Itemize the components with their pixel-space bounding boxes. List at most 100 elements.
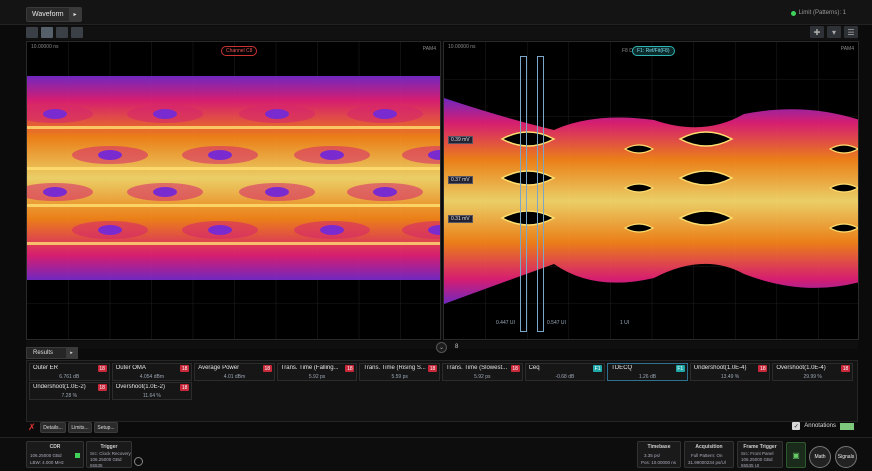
- results-tab-arrow-icon[interactable]: ▸: [66, 347, 77, 359]
- measurement-value: 13.49 %: [720, 374, 740, 380]
- results-panel: Outer ER 18 6.761 dB Outer OMA 18 4.054 dBm Av…: [26, 360, 858, 422]
- source-badge[interactable]: 18: [180, 384, 190, 391]
- measurement-value: 11.64 %: [142, 393, 161, 399]
- eye-center: [43, 187, 67, 197]
- channel-badge-right[interactable]: F1: Ref/Fit(F8): [632, 46, 675, 56]
- measurement-cell[interactable]: Outer OMA 18 4.054 dBm: [111, 363, 193, 381]
- measurement-name: Overshoot(1.0E-2): [115, 384, 165, 390]
- source-badge[interactable]: 18: [97, 365, 107, 372]
- measurement-value: 5.92 ps: [308, 374, 326, 380]
- measurement-name: Overshoot(1.0E-4): [776, 365, 826, 371]
- measurement-cell[interactable]: Average Power 18 4.01 dBm: [194, 363, 275, 381]
- trigger-title: Trigger: [100, 444, 118, 450]
- measurement-cell[interactable]: Ceq F1 -0.68 dB: [524, 363, 606, 381]
- source-badge[interactable]: 18: [180, 365, 190, 372]
- limits-button[interactable]: Limits...: [68, 422, 92, 433]
- source-badge[interactable]: 18: [510, 365, 520, 372]
- trigger-level-knob-icon[interactable]: [134, 457, 143, 466]
- measurement-cell[interactable]: Trans. Time (Slowest... 18 5.92 ps: [442, 363, 523, 381]
- menu-icon[interactable]: ☰: [844, 26, 858, 38]
- trigger-line3: 65535: [90, 463, 103, 468]
- measurement-cell[interactable]: Undershoot(1.0E-2) 18 7.28 %: [29, 382, 110, 400]
- layout-quad-button[interactable]: [56, 27, 68, 38]
- source-badge[interactable]: F1: [593, 365, 603, 372]
- waveform-toolbar: ✚ ▾ ☰: [26, 26, 858, 40]
- waveform-pane-right[interactable]: 10.00000 ns F8 D F1: Ref/Fit(F8) PAM4 0.…: [443, 41, 859, 340]
- waveform-tab-arrow-icon[interactable]: ▸: [69, 8, 81, 21]
- source-badge[interactable]: 18: [345, 365, 355, 372]
- eye-center: [153, 187, 177, 197]
- annotations-color-swatch[interactable]: [840, 422, 854, 430]
- details-button[interactable]: Details...: [40, 422, 66, 433]
- acquisition-line1: Full Pattern: On: [691, 453, 723, 458]
- waveform-pane-left[interactable]: 10.00000 ns Channel C8 PAM4: [26, 41, 441, 340]
- source-badge[interactable]: 18: [840, 365, 850, 372]
- source-badge[interactable]: 18: [97, 384, 107, 391]
- math-button[interactable]: Math: [809, 446, 831, 468]
- measurement-value: 29.99 %: [803, 374, 822, 380]
- eye-center: [320, 225, 344, 235]
- eye-center: [98, 150, 122, 160]
- layout-split-button[interactable]: [41, 27, 53, 38]
- eye-opening: [828, 183, 858, 193]
- measurement-name: Undershoot(1.0E-2): [33, 384, 86, 390]
- level-marker-middle[interactable]: 0.37 mV: [448, 176, 473, 184]
- lock-icon[interactable]: ▣: [786, 442, 806, 468]
- status-text: Limit (Patterns): 1: [798, 10, 846, 16]
- annotations-checkbox[interactable]: ✓: [792, 422, 801, 430]
- status-bar: CDR 106.25000 GBd LBW: 4.000 MHz Trigger…: [0, 437, 872, 471]
- measurement-cell[interactable]: Trans. Time (Falling... 18 5.92 ps: [276, 363, 358, 381]
- setup-button[interactable]: Setup...: [94, 422, 118, 433]
- marker-left-readout: 0.447 UI: [496, 320, 515, 326]
- eye-center: [428, 225, 440, 235]
- pane-right-badge-prefix: F8 D: [622, 48, 633, 54]
- crosshair-icon[interactable]: ✚: [810, 26, 824, 38]
- measurement-value: 5.92 ps: [474, 374, 491, 380]
- eye-band: [444, 98, 858, 304]
- timebase-box[interactable]: Timebase 3.35 ps/ Pos: 10.00000 ns: [637, 441, 681, 468]
- marker-right-readout: 0.547 UI: [547, 320, 566, 326]
- tab-results[interactable]: Results ▸: [26, 347, 78, 359]
- eye-center: [153, 109, 177, 119]
- measurement-value: 1.26 dB: [638, 374, 657, 380]
- source-badge[interactable]: 18: [427, 365, 437, 372]
- cdr-box[interactable]: CDR 106.25000 GBd LBW: 4.000 MHz: [26, 441, 84, 468]
- layout-stack-button[interactable]: [71, 27, 83, 38]
- level-marker-lower[interactable]: 0.31 mV: [448, 215, 473, 223]
- chevron-down-icon[interactable]: ▾: [827, 26, 841, 38]
- collapse-chevron-icon[interactable]: ⌄: [436, 342, 447, 353]
- layout-single-button[interactable]: [26, 27, 38, 38]
- level-marker-upper[interactable]: 0.39 mV: [448, 136, 473, 144]
- trigger-box[interactable]: Trigger Src: Clock Recovery 106.25000 GB…: [86, 441, 132, 468]
- source-badge[interactable]: F1: [675, 365, 685, 372]
- timing-marker-right[interactable]: [537, 56, 544, 332]
- page-indicator: 8: [455, 344, 459, 350]
- channel-badge-left[interactable]: Channel C8: [221, 46, 258, 56]
- tab-waveform[interactable]: Waveform ▸: [26, 7, 82, 22]
- eye-opening: [678, 210, 734, 226]
- measurement-cell[interactable]: Overshoot(1.0E-4) 18 29.99 %: [772, 363, 853, 381]
- measurement-cell[interactable]: TDECQ F1 1.26 dB: [607, 363, 688, 381]
- measurement-cell[interactable]: Overshoot(1.0E-2) 18 11.64 %: [111, 382, 193, 400]
- signals-button[interactable]: Signals: [835, 446, 857, 468]
- measurement-cell[interactable]: Undershoot(1.0E-4) 18 13.49 %: [689, 363, 771, 381]
- timebase-title: Timebase: [647, 444, 671, 450]
- eye-opening: [623, 223, 655, 233]
- status-indicator: Limit (Patterns): 1: [790, 10, 846, 16]
- frame-trigger-box[interactable]: Frame Trigger Src: Front Panel 106.25000…: [737, 441, 783, 468]
- acquisition-title: Acquisition: [695, 444, 723, 450]
- eye-opening: [678, 131, 734, 147]
- annotations-toggle[interactable]: ✓ Annotations: [792, 422, 854, 430]
- clear-results-icon[interactable]: ✗: [28, 422, 36, 432]
- cdr-line2: LBW: 4.000 MHz: [30, 460, 64, 465]
- source-badge[interactable]: 18: [262, 365, 272, 372]
- source-badge[interactable]: 18: [758, 365, 768, 372]
- measurement-name: Trans. Time (Rising S...: [363, 365, 426, 371]
- measurement-cell[interactable]: Trans. Time (Rising S... 18 5.59 ps: [359, 363, 440, 381]
- trigger-line1: Src: Clock Recovery: [90, 451, 131, 456]
- timebase-line1: 3.35 ps/: [644, 453, 661, 458]
- measurement-cell[interactable]: Outer ER 18 6.761 dB: [29, 363, 110, 381]
- annotations-label: Annotations: [804, 423, 836, 429]
- acquisition-box[interactable]: Acquisition Full Pattern: On 31.99000234…: [684, 441, 734, 468]
- timing-marker-left[interactable]: [520, 56, 527, 332]
